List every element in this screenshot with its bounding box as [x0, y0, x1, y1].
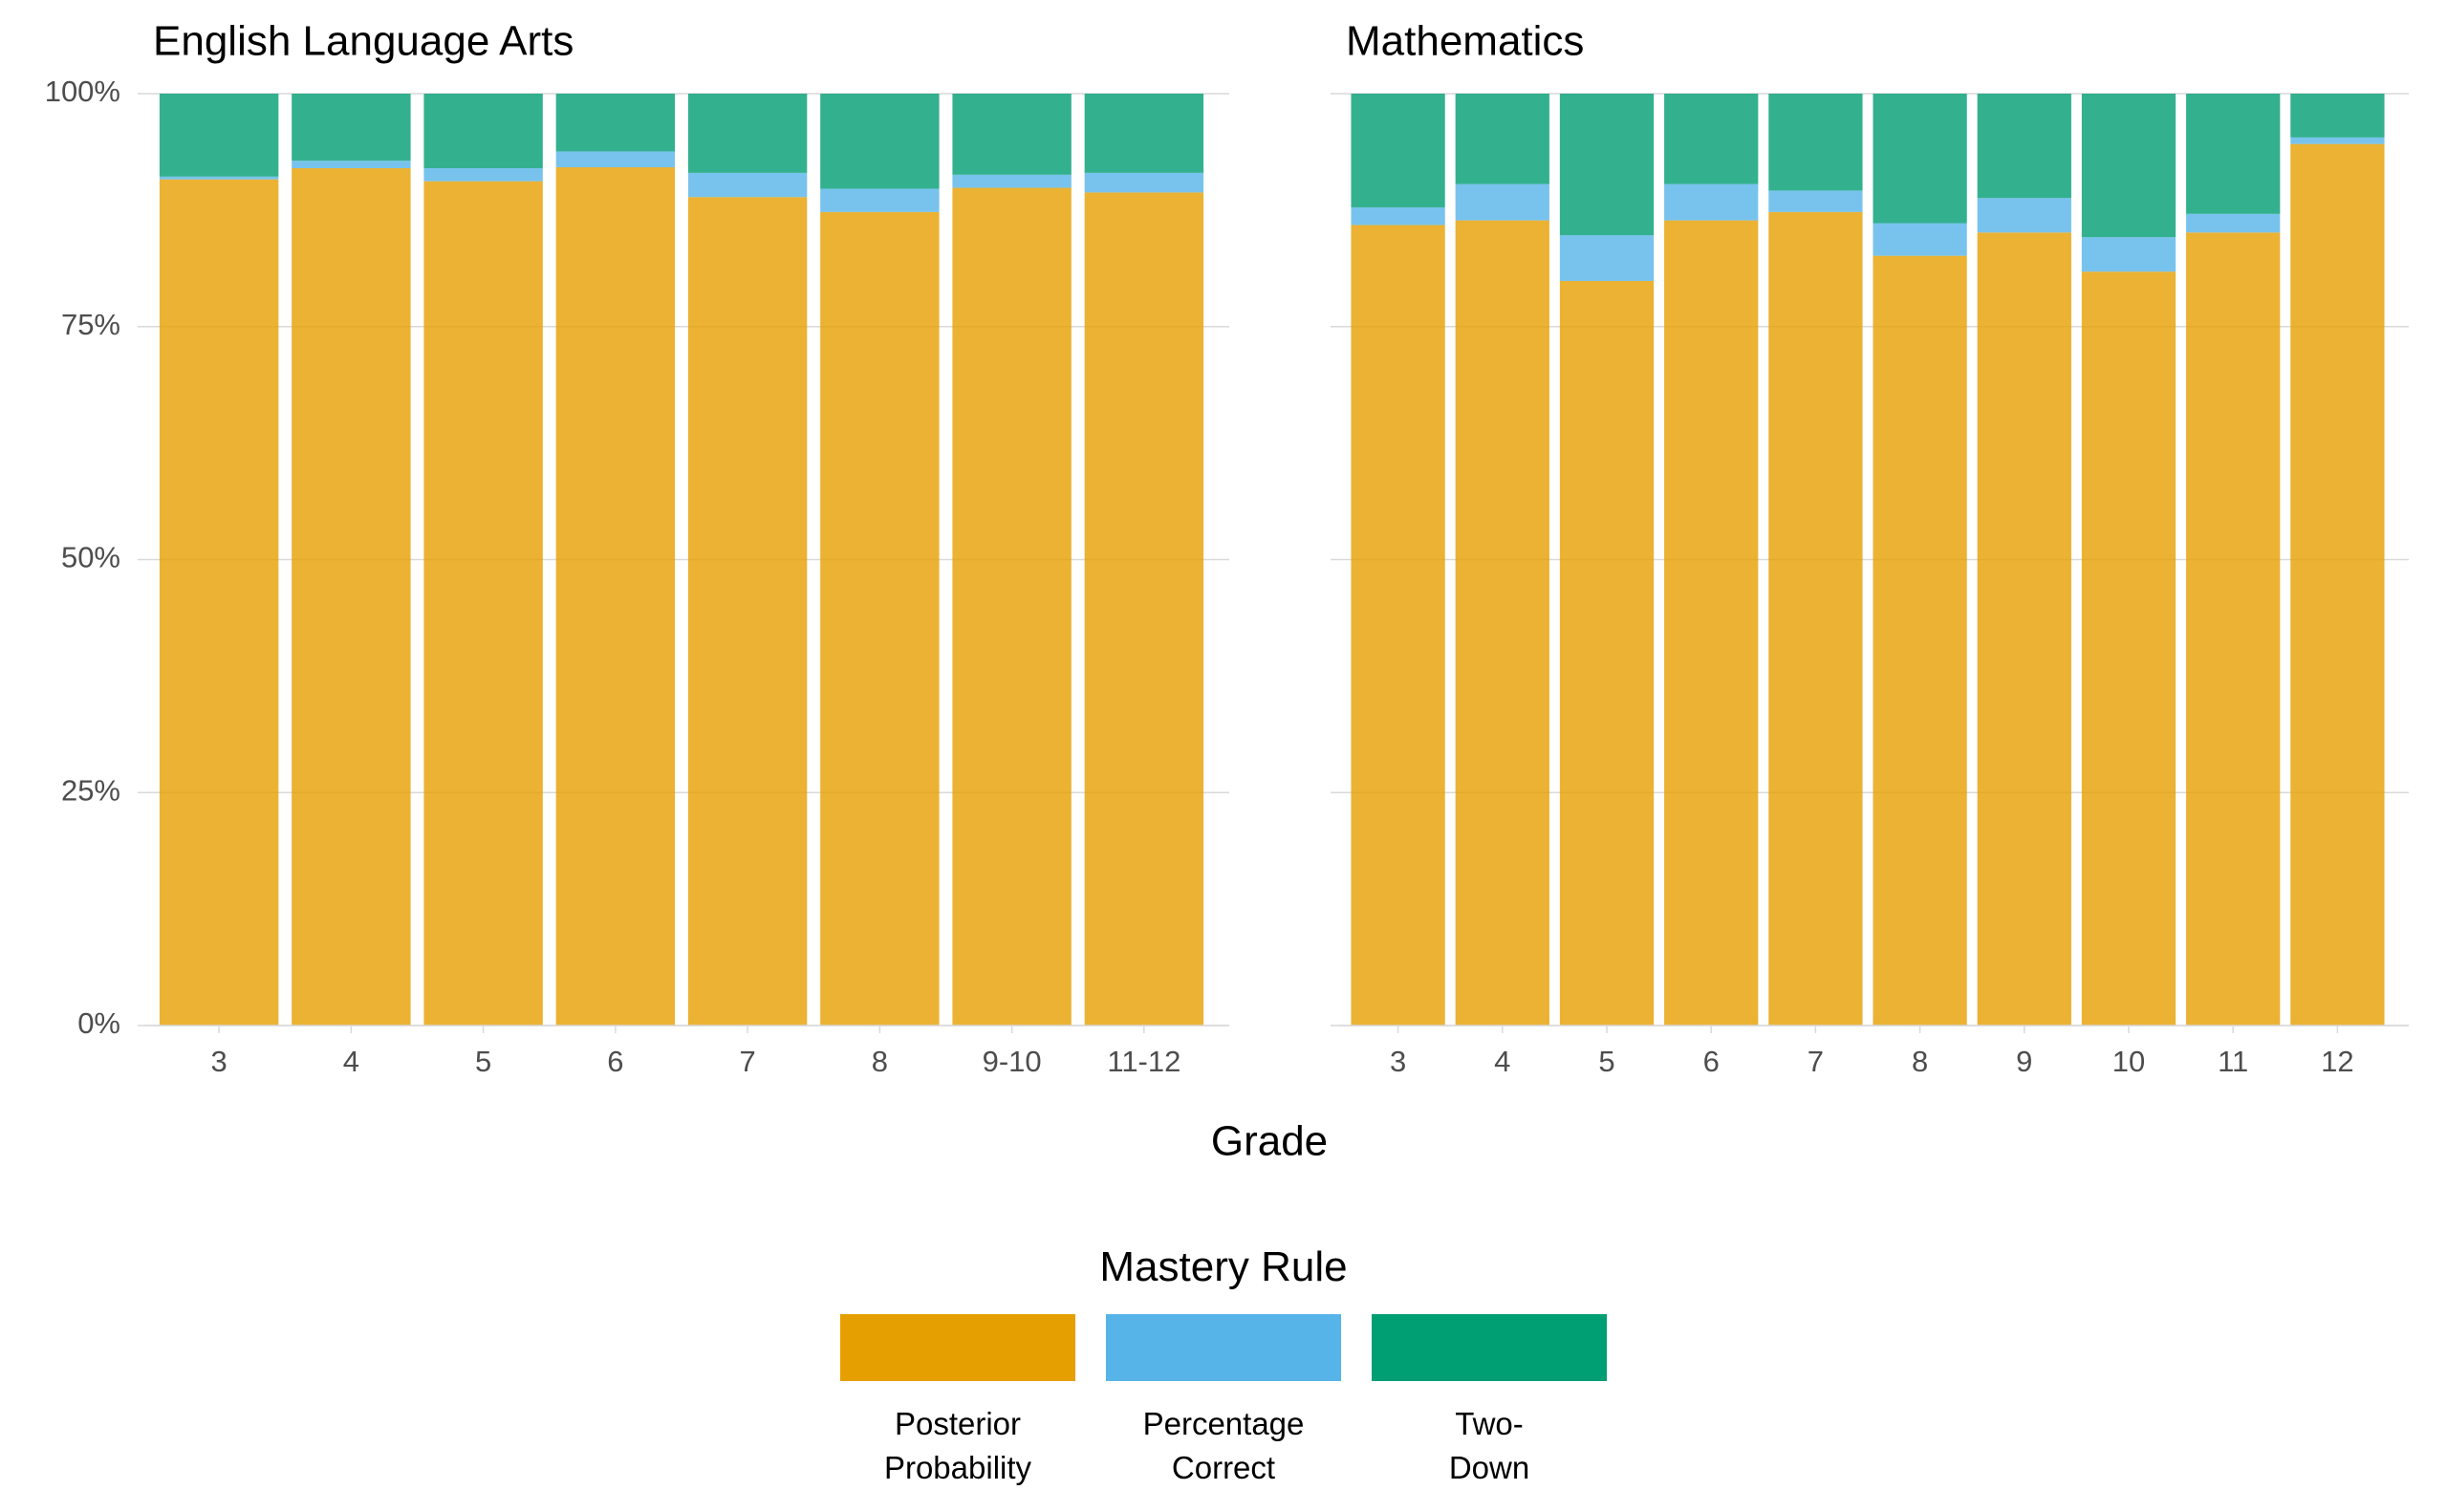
x-tick-label: 6	[1703, 1045, 1720, 1078]
panel-title: Mathematics	[1346, 18, 1584, 65]
x-tick-label: 12	[2321, 1045, 2353, 1078]
bar-segment	[1351, 225, 1445, 1026]
panel-title: English Language Arts	[153, 18, 574, 65]
bar-segment	[820, 94, 940, 189]
bar-segment	[292, 161, 411, 168]
bar-segment	[1977, 198, 2071, 233]
bar-segment	[2186, 94, 2281, 214]
y-tick-label: 25%	[61, 773, 120, 807]
x-tick-label: 10	[2112, 1045, 2145, 1078]
bar-segment	[1977, 232, 2071, 1026]
bar-segment	[1664, 184, 1759, 221]
bar-segment	[820, 188, 940, 212]
legend-item: Posterior Probability	[840, 1314, 1075, 1490]
bar-segment	[1768, 211, 1863, 1026]
legend-key	[1106, 1314, 1341, 1381]
bar-segment	[1455, 220, 1549, 1026]
bar-segment	[952, 94, 1072, 175]
x-tick-label: 4	[1494, 1045, 1510, 1078]
legend: Mastery Rule Posterior Probability Percen…	[0, 1238, 2447, 1490]
legend-key	[840, 1314, 1075, 1381]
bar-segment	[1768, 190, 1863, 212]
x-tick-label: 11-12	[1107, 1045, 1180, 1078]
bar-segment	[159, 176, 279, 180]
x-tick-label: 5	[1598, 1045, 1614, 1078]
bar-segment	[2290, 137, 2385, 144]
bar-segment	[687, 94, 808, 173]
bar-segment	[2081, 271, 2176, 1026]
bar-segment	[1455, 94, 1549, 184]
bar-segment	[555, 167, 676, 1026]
bar-segment	[687, 172, 808, 198]
bar-segment	[1351, 206, 1445, 226]
x-tick-label: 7	[740, 1045, 756, 1078]
bar-segment	[292, 94, 411, 162]
bar-segment	[1768, 94, 1863, 191]
x-tick-label: 8	[872, 1045, 888, 1078]
legend-label: Two-Down	[1448, 1406, 1530, 1485]
bar-segment	[2290, 143, 2385, 1026]
bar-segment	[952, 174, 1072, 188]
bar-segment	[2290, 94, 2385, 138]
bar-segment	[1455, 184, 1549, 221]
bar-segment	[2186, 232, 2281, 1026]
legend-items: Posterior Probability Percentage Correct T…	[0, 1314, 2447, 1490]
bar-segment	[292, 168, 411, 1026]
x-tick-label: 4	[343, 1045, 359, 1078]
legend-title: Mastery Rule	[1099, 1243, 1348, 1290]
bar-segment	[1664, 94, 1759, 184]
x-tick-label: 3	[211, 1045, 227, 1078]
bar-segment	[687, 197, 808, 1026]
x-axis-title: Grade	[1211, 1118, 1328, 1165]
legend-key	[1372, 1314, 1607, 1381]
bar-segment	[1873, 94, 1967, 224]
bar-segment	[555, 151, 676, 168]
bar-segment	[2186, 213, 2281, 233]
legend-item: Two-Down	[1372, 1314, 1607, 1490]
y-tick-label: 100%	[45, 75, 120, 108]
bar-segment	[820, 211, 940, 1026]
bar-segment	[1977, 94, 2071, 199]
bar-segment	[1873, 223, 1967, 256]
bar-segment	[159, 94, 279, 177]
bar-segment	[159, 179, 279, 1026]
x-tick-label: 6	[607, 1045, 623, 1078]
bar-segment	[1351, 94, 1445, 207]
bar-segment	[1084, 192, 1204, 1026]
bar-segment	[1084, 94, 1204, 173]
bar-segment	[423, 94, 543, 168]
legend-label: Percentage Correct	[1142, 1406, 1305, 1485]
bar-segment	[1559, 280, 1655, 1026]
x-tick-label: 11	[2218, 1045, 2248, 1078]
bar-segment	[1084, 172, 1204, 193]
x-tick-label: 9	[2016, 1045, 2032, 1078]
x-tick-label: 5	[475, 1045, 491, 1078]
bar-segment	[1559, 94, 1655, 236]
y-tick-label: 50%	[61, 541, 120, 574]
bar-segment	[952, 187, 1072, 1026]
x-tick-label: 9-10	[983, 1045, 1042, 1078]
bar-segment	[555, 94, 676, 152]
legend-label: Posterior Probability	[883, 1406, 1032, 1485]
bar-segment	[1559, 235, 1655, 281]
y-tick-label: 0%	[77, 1006, 120, 1040]
bar-segment	[423, 181, 543, 1026]
bar-segment	[2081, 94, 2176, 238]
x-tick-label: 8	[1912, 1045, 1928, 1078]
bar-segment	[1873, 255, 1967, 1026]
y-tick-label: 75%	[61, 308, 120, 341]
x-tick-label: 3	[1390, 1045, 1406, 1078]
bar-segment	[2081, 237, 2176, 272]
bar-segment	[1664, 220, 1759, 1026]
legend-item: Percentage Correct	[1106, 1314, 1341, 1490]
x-tick-label: 7	[1808, 1045, 1824, 1078]
bar-segment	[423, 168, 543, 182]
